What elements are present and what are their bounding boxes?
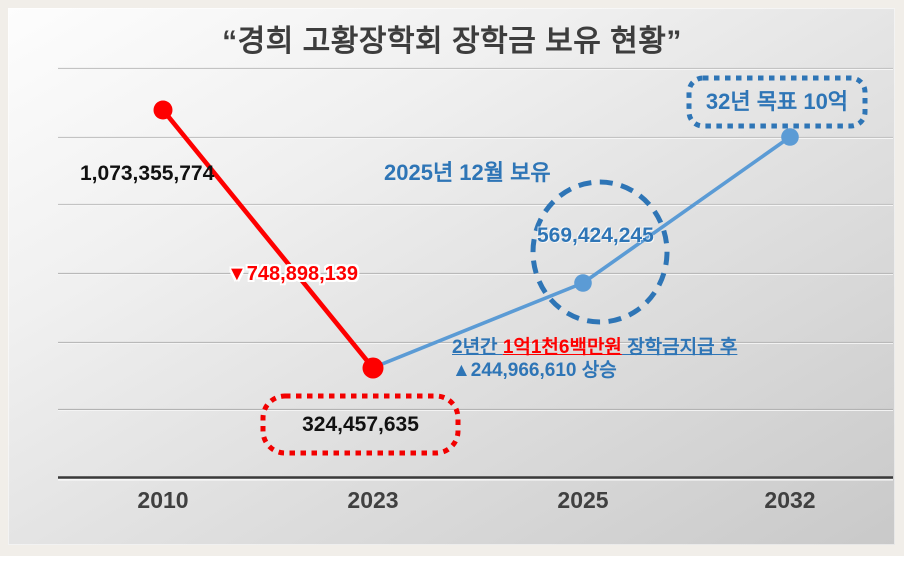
- note-after-text: 장학금지급 후: [621, 337, 738, 358]
- note-amount-text: 1억1천6백만원: [502, 337, 622, 358]
- x-tick-2023: 2023: [347, 487, 399, 513]
- value-label-2010: 1,073,355,774: [80, 162, 215, 185]
- increase-amount-label: ▲244,966,610 상승: [452, 360, 617, 381]
- chart-title: “경희 고황장학회 장학금 보유 현황”: [222, 25, 682, 58]
- target-2032-label: 32년 목표 10억: [705, 89, 849, 114]
- value-label-2023: 324,457,635: [302, 413, 419, 436]
- value-label-2025: 569,424,245: [537, 224, 654, 247]
- payout-note: 2년간 1억1천6백만원 장학금지급 후 ▲244,966,610 상승: [452, 336, 737, 382]
- note-duration-text: 2년간: [452, 337, 503, 358]
- holding-caption-label: 2025년 12월 보유: [384, 160, 551, 185]
- decrease-amount-label: ▼748,898,139: [227, 263, 359, 285]
- x-tick-2010: 2010: [137, 487, 189, 513]
- x-tick-2032: 2032: [764, 487, 816, 513]
- x-tick-2025: 2025: [557, 487, 609, 513]
